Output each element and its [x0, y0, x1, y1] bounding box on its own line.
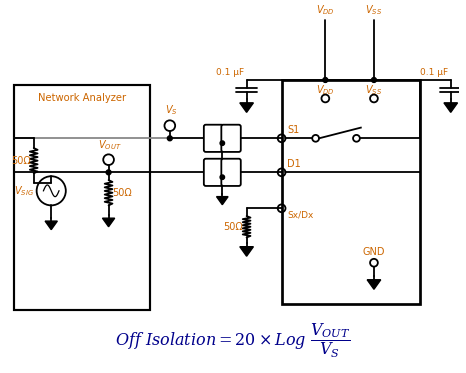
Text: 0.1 µF: 0.1 µF [420, 68, 448, 77]
FancyBboxPatch shape [221, 159, 241, 186]
FancyBboxPatch shape [221, 125, 241, 152]
Circle shape [167, 136, 172, 141]
Text: Network Analyzer: Network Analyzer [38, 94, 126, 103]
Polygon shape [240, 247, 254, 256]
Circle shape [323, 78, 328, 82]
Text: $V_{SS}$: $V_{SS}$ [365, 3, 383, 17]
Text: 50Ω: 50Ω [112, 188, 132, 198]
Circle shape [220, 175, 225, 179]
Text: $V_{OUT}$: $V_{OUT}$ [98, 138, 121, 152]
Text: S1: S1 [288, 125, 300, 135]
Circle shape [371, 78, 377, 82]
Polygon shape [217, 163, 228, 171]
Text: $V_S$: $V_S$ [165, 103, 178, 117]
Text: $V_{SIG}$: $V_{SIG}$ [14, 184, 34, 198]
Text: $V_{SS}$: $V_{SS}$ [365, 83, 383, 97]
Text: $V_{DD}$: $V_{DD}$ [316, 3, 335, 17]
Text: 0.1 µF: 0.1 µF [216, 68, 244, 77]
Text: Sx/Dx: Sx/Dx [288, 210, 314, 219]
Polygon shape [103, 218, 115, 227]
Text: $V_{DD}$: $V_{DD}$ [316, 83, 335, 97]
Bar [281, 80, 420, 304]
Text: 50Ω: 50Ω [223, 222, 243, 232]
FancyBboxPatch shape [204, 125, 223, 152]
Bar [14, 85, 151, 310]
Polygon shape [217, 197, 228, 205]
Polygon shape [444, 103, 458, 112]
Polygon shape [240, 103, 254, 112]
Polygon shape [45, 221, 57, 230]
Text: GND: GND [363, 247, 385, 257]
Text: D1: D1 [288, 159, 301, 169]
Circle shape [220, 141, 225, 145]
Text: $\mathit{Off\ Isolation} = 20 \times \mathit{Log}\ \dfrac{V_{OUT}}{V_S}$: $\mathit{Off\ Isolation} = 20 \times \ma… [115, 321, 351, 360]
FancyBboxPatch shape [204, 159, 223, 186]
Polygon shape [367, 280, 381, 289]
Text: 50Ω: 50Ω [11, 156, 31, 166]
Circle shape [106, 170, 111, 175]
